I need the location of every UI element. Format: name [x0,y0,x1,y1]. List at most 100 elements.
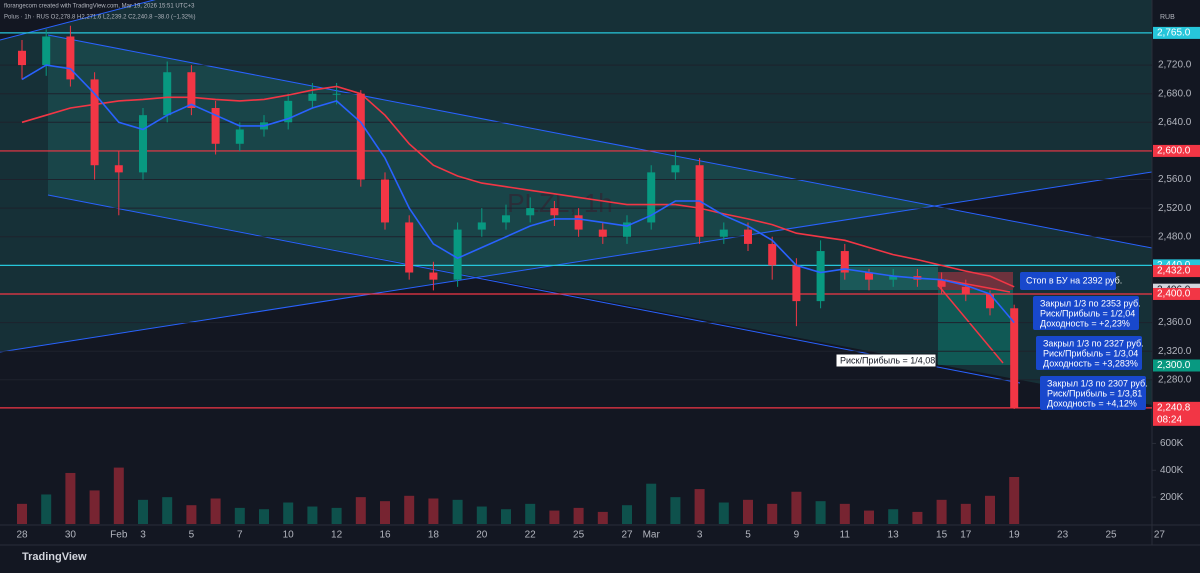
x-tick-label: 11 [840,530,851,541]
candle-body [66,36,75,80]
candle-body [1010,308,1019,408]
candle-body [90,79,99,166]
annotation: Риск/Прибыль = 1/4,08 [840,355,935,365]
volume-tick-label: 200K [1160,492,1184,503]
annotation-box [1033,296,1139,330]
header: florangecom created with TradingView.com… [4,4,195,10]
candle-body [235,129,244,144]
annotation: Риск/Прибыль = 1/3,81 [1047,388,1142,398]
annotation: Закрыл 1/3 по 2353 руб. [1040,298,1141,308]
x-tick-label: 3 [140,530,146,541]
candle-body [211,108,220,144]
channel-line [47,34,1152,249]
rising-channel [0,0,1152,352]
moving-average [21,64,1015,324]
y-tick-label: 2,720.0 [1158,60,1192,71]
volume-bar [476,506,487,524]
volume-bar [452,499,463,524]
volume-bar [428,498,439,524]
currency: RUB [1160,14,1175,21]
volume-bar [670,497,681,524]
candle-body [840,251,849,273]
volume-bar [380,501,390,524]
target-zone [938,290,1013,365]
candle-body [502,215,510,223]
volume-tick-label: 600K [1160,438,1184,449]
volume-bar [113,467,124,524]
x-tick-label: 25 [1105,530,1117,541]
candle-body [671,165,680,173]
volume-bar [791,491,802,524]
x-tick-label: 28 [16,530,28,541]
candle-body [187,72,196,109]
y-tick-label: 2,680.0 [1158,88,1192,99]
volume-bar [888,509,899,524]
candle-body [768,243,777,266]
x-tick-label: 9 [794,530,800,541]
volume-bar [17,503,27,524]
volume-bar [525,503,536,524]
x-tick-label: 5 [189,530,195,541]
price-label: 2,300.0 [1157,360,1191,371]
price-label: 2,400.0 [1157,289,1191,300]
price-label-bg [1153,287,1200,300]
x-tick-label: 7 [237,530,243,541]
x-tick-label: 12 [331,530,343,541]
volume-bar [404,495,415,524]
candle-body [719,229,728,237]
volume-bar [743,499,753,524]
y-tick-label: 2,480.0 [1158,231,1192,242]
y-tick-label: 2,280.0 [1158,374,1192,385]
y-tick-label: 2,520.0 [1158,203,1192,214]
candle-body [453,229,462,280]
x-tick-label: 15 [936,530,948,541]
annotation: Закрыл 1/3 по 2327 руб. [1043,338,1144,348]
price-label: 2,765.0 [1157,28,1191,39]
candle-body [114,165,123,173]
volume-tick-label: 400K [1160,465,1184,476]
stop-zone [938,272,1013,290]
volume-bar [912,511,923,524]
candle-body [961,286,970,294]
volume-bar [815,501,826,524]
volume-bar [864,510,874,524]
volume-bar [41,494,52,524]
volume-bar [65,472,76,524]
annotation-box [1036,336,1142,370]
price-label-bg [1153,144,1200,157]
annotation-box [835,353,937,368]
x-tick-label: 3 [697,530,703,541]
arrow [944,279,1011,293]
volume-bar [186,505,197,524]
x-tick-label: 19 [1009,530,1021,541]
x-tick-label: 22 [525,530,537,541]
volume-bar [718,502,729,524]
x-tick-label: 27 [621,530,633,541]
arrow [937,284,1004,364]
annotation: Доходность = +2,23% [1040,318,1130,328]
x-tick-label: 17 [960,530,972,541]
volume-bar [694,489,705,524]
x-tick-label: Feb [110,530,128,541]
candle-body [865,272,873,280]
volume-bar [597,511,608,524]
y-tick-label: 2,360.0 [1158,317,1192,328]
candle-body [574,215,583,230]
price-label-time: 08:24 [1157,414,1182,425]
candle-body [937,279,946,287]
brand: TradingView [22,551,87,563]
candle-body [647,172,656,223]
volume-bar [1009,477,1020,524]
volume-bar [936,499,947,524]
volume-bar [210,498,221,524]
volume-bar [767,503,778,524]
x-tick-label: 23 [1057,530,1069,541]
legend: Polus · 1h · RUS O2,278.8 H2,271.6 L2,23… [4,15,195,21]
annotation: Закрыл 1/3 по 2307 руб. [1047,378,1148,388]
candle-body [792,265,801,302]
volume-bar [331,507,342,524]
x-tick-label: 30 [65,530,77,541]
candle-body [477,222,486,230]
volume-bar [839,503,850,524]
